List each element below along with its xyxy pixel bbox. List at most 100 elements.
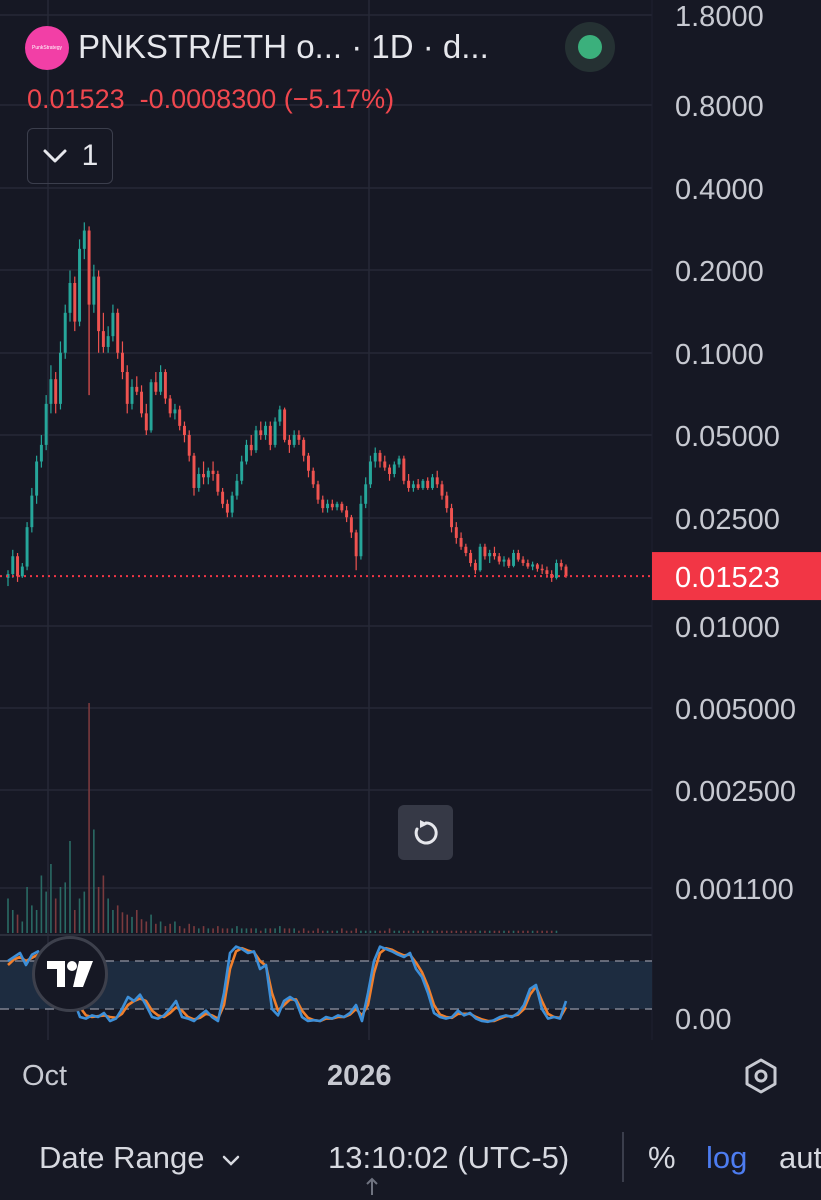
candle-body — [440, 484, 444, 496]
price-axis-label: 0.4000 — [675, 174, 764, 206]
candle-body — [58, 352, 62, 404]
volume-bar — [64, 882, 67, 933]
candle-body — [287, 439, 291, 445]
market-status-indicator[interactable] — [565, 22, 615, 72]
candle-body — [25, 527, 29, 567]
hexagon-settings-icon[interactable] — [741, 1056, 781, 1096]
reset-chart-button[interactable] — [398, 805, 453, 860]
volume-bar — [460, 930, 462, 933]
chart-canvas[interactable]: 1.8000 0.8000 0.4000 0.2000 0.1000 0.05000 0.0… — [0, 0, 821, 1110]
candle-body — [554, 563, 558, 578]
volume-bar — [35, 910, 38, 933]
candle-body — [368, 461, 372, 485]
price-axis-label: 0.02500 — [675, 504, 780, 536]
x-tick-2026: 2026 — [327, 1060, 392, 1092]
volume-bar — [112, 910, 114, 933]
price-gridlines — [0, 0, 653, 1040]
volume-bar — [355, 928, 357, 933]
candle-body — [120, 352, 124, 373]
volume-bar — [474, 930, 477, 933]
candle-body — [230, 495, 234, 513]
candle-body — [259, 430, 263, 435]
volume-bar — [426, 930, 429, 933]
volume-bars — [7, 703, 558, 933]
candle-body — [116, 312, 120, 353]
candle-body — [221, 491, 225, 504]
clock-timezone[interactable]: 13:10:02 (UTC-5) — [328, 1140, 570, 1175]
volume-bar — [7, 898, 9, 933]
volume-bar — [431, 930, 434, 933]
candle-body — [283, 409, 287, 440]
price-axis-label: 0.002500 — [675, 776, 796, 808]
volume-bar — [274, 928, 276, 933]
volume-bar — [488, 930, 491, 933]
volume-bar — [350, 930, 353, 933]
candle-body — [426, 480, 430, 488]
volume-bar — [102, 875, 105, 933]
volume-bar — [140, 919, 143, 933]
candle-body — [521, 559, 525, 564]
volume-bar — [202, 926, 205, 933]
volume-bar — [269, 928, 272, 933]
arrow-up-icon[interactable] — [364, 1176, 380, 1196]
tradingview-logo-icon[interactable] — [32, 936, 108, 1012]
candle-body — [92, 276, 96, 305]
volume-bar — [11, 910, 14, 933]
candle-body — [297, 435, 301, 440]
candle-body — [507, 559, 511, 566]
price-axis[interactable]: 1.8000 0.8000 0.4000 0.2000 0.1000 0.05000 0.0… — [652, 1, 821, 1036]
price-axis-label: 1.8000 — [675, 1, 764, 33]
symbol-title[interactable]: PNKSTR/ETH o... · 1D · d... — [78, 28, 489, 65]
candle-body — [321, 499, 325, 509]
candle-body — [459, 537, 463, 547]
candle-body — [192, 455, 196, 488]
volume-bar — [546, 930, 548, 933]
candle-body — [154, 382, 158, 392]
price-axis-label: 0.1000 — [675, 339, 764, 371]
candle-body — [302, 439, 306, 456]
candle-body — [469, 552, 473, 564]
candle-body — [49, 379, 53, 404]
candle-body — [39, 444, 43, 462]
price-axis-label: 0.001100 — [675, 874, 794, 906]
candle-body — [330, 503, 334, 508]
volume-bar — [469, 930, 472, 933]
candle-body — [44, 403, 48, 445]
candle-body — [392, 464, 396, 474]
percent-scale-toggle[interactable]: % — [648, 1140, 676, 1175]
candle-body — [211, 470, 215, 474]
candle-body — [559, 563, 563, 567]
bottom-toolbar: Date Range 13:10:02 (UTC-5) % log aut — [0, 1110, 821, 1200]
volume-bar — [407, 930, 410, 933]
volume-bar — [388, 928, 391, 933]
candle-body — [335, 503, 339, 508]
price-axis-label: 0.01000 — [675, 612, 780, 644]
collapse-indicators-button[interactable]: 1 — [27, 128, 113, 184]
candle-body — [225, 503, 229, 513]
x-tick-oct: Oct — [22, 1060, 68, 1092]
volume-bar — [131, 916, 133, 933]
volume-bar — [217, 926, 219, 933]
candle-body — [73, 282, 77, 322]
volume-bar — [403, 930, 405, 933]
volume-bar — [250, 928, 253, 933]
volume-bar — [450, 930, 453, 933]
volume-bar — [107, 898, 109, 933]
candle-body — [316, 484, 320, 500]
volume-bar — [498, 930, 501, 933]
volume-bar — [212, 928, 214, 933]
candle-body — [240, 461, 244, 481]
volume-bar — [259, 930, 262, 933]
candle-body — [106, 336, 110, 347]
date-range-button[interactable]: Date Range — [39, 1140, 241, 1176]
volume-bar — [197, 928, 200, 933]
volume-bar — [503, 930, 505, 933]
candle-body — [526, 563, 530, 567]
reset-icon — [414, 819, 438, 844]
log-scale-toggle[interactable]: log — [706, 1140, 748, 1175]
volume-bar — [126, 914, 129, 933]
auto-scale-toggle[interactable]: aut — [779, 1140, 821, 1175]
volume-bar — [293, 928, 295, 933]
volume-bar — [531, 930, 534, 933]
candle-body — [340, 503, 344, 511]
